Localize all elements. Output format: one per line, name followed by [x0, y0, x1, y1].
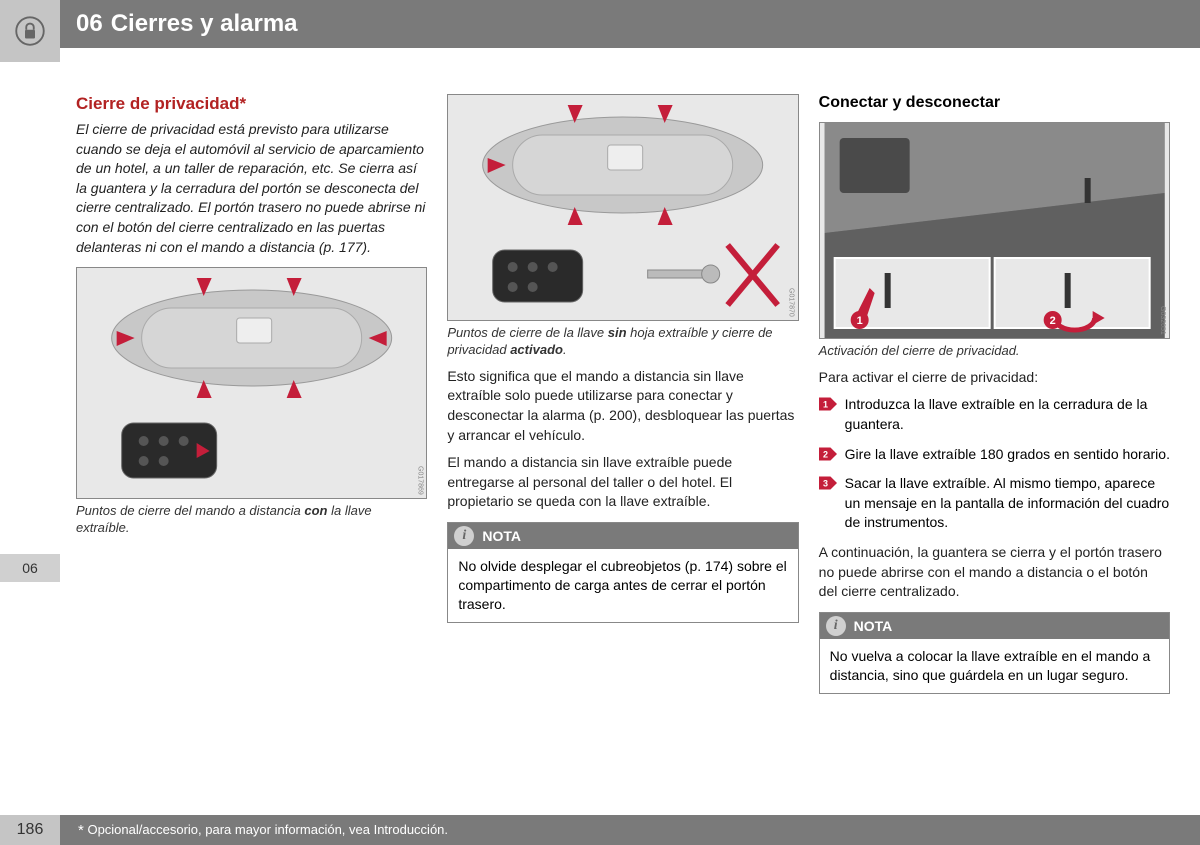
chapter-header: 06 Cierres y alarma [0, 0, 1200, 48]
step-text: Introduzca la llave extraíble en la cerr… [845, 395, 1170, 434]
step-marker-2-icon: 2 [819, 447, 837, 461]
intro-paragraph: El cierre de privacidad está previsto pa… [76, 120, 427, 257]
step-text: Sacar la llave extraíble. Al mismo tiemp… [845, 474, 1170, 533]
step-marker-1-icon: 1 [819, 397, 837, 411]
column-2: G017870 Puntos de cierre de la llave sin… [447, 94, 798, 694]
svg-text:2: 2 [823, 449, 828, 459]
lock-icon [15, 16, 45, 46]
section-number-tab: 06 [0, 554, 60, 582]
step-marker-3-icon: 3 [819, 476, 837, 490]
glovebox-interior-view: 1 2 [820, 123, 1169, 338]
column-1: Cierre de privacidad* El cierre de priva… [76, 94, 427, 694]
figure-caption: Activación del cierre de privacidad. [819, 343, 1170, 360]
info-icon: i [826, 616, 846, 636]
paragraph: Esto significa que el mando a distancia … [447, 367, 798, 445]
note-body: No vuelva a colocar la llave extraíble e… [820, 639, 1169, 693]
svg-text:2: 2 [1049, 315, 1055, 327]
figure-code: G032651 [1159, 306, 1166, 335]
section-title: Cierre de privacidad* [76, 94, 427, 114]
figure-code: G017869 [416, 466, 423, 495]
figure-caption: Puntos de cierre del mando a distancia c… [76, 503, 427, 537]
figure-glovebox-activation: 1 2 G032651 [819, 122, 1170, 339]
car-top-view-privacy-active [448, 95, 797, 320]
car-top-view-with-remote [77, 268, 426, 498]
lock-icon-badge [0, 0, 60, 62]
note-box: i NOTA No vuelva a colocar la llave extr… [819, 612, 1170, 694]
subsection-title: Conectar y desconectar [819, 94, 1170, 112]
note-body: No olvide desplegar el cubreobjetos (p. … [448, 549, 797, 622]
footer-text: * Opcional/accesorio, para mayor informa… [60, 822, 448, 839]
paragraph: A continuación, la guantera se cierra y … [819, 543, 1170, 602]
note-label: NOTA [482, 528, 521, 544]
chapter-number: 06 [76, 10, 103, 38]
step-text: Gire la llave extraíble 180 grados en se… [845, 445, 1170, 465]
figure-remote-without-blade: G017870 [447, 94, 798, 321]
figure-caption: Puntos de cierre de la llave sin hoja ex… [447, 325, 798, 359]
note-box: i NOTA No olvide desplegar el cubreobjet… [447, 522, 798, 623]
figure-code: G017870 [788, 288, 795, 317]
svg-text:3: 3 [823, 479, 828, 489]
page-number: 186 [0, 815, 60, 845]
step-item: 1 Introduzca la llave extraíble en la ce… [819, 395, 1170, 434]
lead-text: Para activar el cierre de privacidad: [819, 368, 1170, 388]
svg-text:1: 1 [823, 400, 828, 410]
column-3: Conectar y desconectar [819, 94, 1170, 694]
step-list: 1 Introduzca la llave extraíble en la ce… [819, 395, 1170, 533]
page-footer: 186 * Opcional/accesorio, para mayor inf… [0, 815, 1200, 845]
note-header: i NOTA [820, 613, 1169, 639]
note-label: NOTA [854, 618, 893, 634]
step-item: 3 Sacar la llave extraíble. Al mismo tie… [819, 474, 1170, 533]
note-header: i NOTA [448, 523, 797, 549]
info-icon: i [454, 526, 474, 546]
svg-text:1: 1 [856, 315, 862, 327]
step-item: 2 Gire la llave extraíble 180 grados en … [819, 445, 1170, 465]
figure-remote-with-blade: G017869 [76, 267, 427, 499]
paragraph: El mando a distancia sin llave extraíble… [447, 453, 798, 512]
chapter-title: Cierres y alarma [111, 10, 298, 38]
